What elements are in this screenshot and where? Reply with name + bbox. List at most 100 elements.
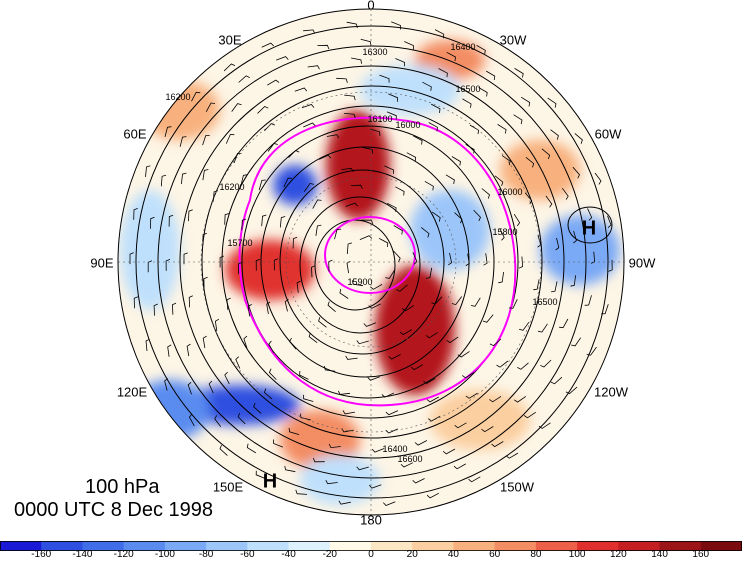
wind-barb: [476, 45, 486, 55]
wind-barb: [368, 484, 382, 489]
wind-barb: [294, 87, 308, 92]
wind-barb: [202, 335, 207, 349]
wind-barb: [517, 362, 529, 370]
wind-barb: [393, 250, 401, 262]
colorbar-tick-label: 80: [530, 549, 542, 560]
wind-barb: [351, 280, 364, 287]
valid-time-title: 0000 UTC 8 Dec 1998: [14, 499, 214, 521]
wind-barb: [164, 126, 172, 137]
wind-barb: [501, 155, 511, 166]
wind-barb: [538, 422, 551, 429]
wind-barb: [469, 124, 480, 135]
colorbar-swatch: [700, 541, 742, 551]
wind-barb: [231, 103, 242, 112]
wind-barb: [423, 378, 436, 384]
wind-barb: [341, 167, 354, 172]
wind-barb: [301, 104, 315, 109]
wind-barb: [325, 480, 338, 485]
wind-barb: [513, 114, 523, 125]
wind-barb: [181, 172, 187, 185]
wind-barb: [371, 448, 385, 453]
wind-barb: [312, 457, 325, 463]
wind-barb: [303, 122, 316, 128]
positive-anomaly-center-east: [375, 265, 455, 395]
colorbar-swatch: [206, 541, 248, 551]
wind-barb: [283, 177, 293, 188]
wind-barb: [160, 174, 167, 187]
wind-barb: [513, 396, 527, 403]
wind-barb: [240, 174, 248, 186]
wind-barb: [225, 134, 235, 144]
wind-barb: [426, 396, 439, 403]
wind-barb: [468, 476, 481, 483]
wind-barb: [212, 190, 219, 202]
wind-barb: [133, 208, 138, 220]
wind-barb: [268, 368, 277, 380]
colorbar-swatch: [123, 541, 166, 551]
wind-barb: [378, 237, 389, 248]
wind-barb: [413, 135, 423, 145]
wind-barb: [308, 332, 318, 344]
wind-barb: [386, 111, 397, 120]
wind-barb: [205, 102, 216, 112]
lon-label-150e: 150E: [212, 479, 244, 495]
wind-barb: [399, 329, 413, 336]
contour-label: 16400: [382, 444, 407, 454]
lon-label-0: 0: [367, 0, 375, 13]
wind-barb: [494, 175, 504, 187]
wind-barb: [379, 74, 390, 83]
wind-barb: [446, 336, 459, 344]
wind-barb: [266, 301, 271, 314]
wind-barb: [346, 21, 358, 29]
wind-barb: [202, 169, 209, 181]
wind-barb: [555, 237, 560, 251]
wind-barb: [451, 156, 461, 166]
positive-anomaly-se: [430, 390, 530, 450]
wind-barb: [573, 230, 577, 244]
wind-barb: [571, 337, 582, 347]
wind-barb: [387, 202, 397, 212]
wind-barb: [191, 91, 201, 102]
wind-barb: [414, 440, 428, 446]
wind-barb: [518, 256, 524, 269]
wind-barb: [356, 340, 369, 345]
wind-barb: [404, 41, 414, 50]
wind-barb: [540, 359, 552, 368]
colorbar-tick-label: -20: [322, 549, 337, 560]
wind-barb: [574, 133, 583, 144]
wind-barb: [188, 295, 193, 308]
wind-barb: [424, 180, 434, 191]
wind-barb: [412, 252, 418, 265]
wind-barb: [388, 354, 401, 360]
wind-barb: [328, 443, 341, 449]
wind-barb: [481, 426, 494, 433]
colorbar-swatch: [577, 541, 619, 551]
wind-barb: [344, 94, 356, 101]
wind-barb: [400, 462, 414, 468]
wind-barb: [324, 365, 336, 372]
contour-label: 16500: [532, 297, 557, 307]
wind-barb: [465, 144, 475, 154]
colorbar-swatch: [618, 541, 661, 551]
wind-barb: [541, 148, 551, 160]
wind-barb: [129, 252, 134, 265]
wind-barb: [296, 280, 301, 293]
colorbar-swatch: [0, 541, 42, 551]
wind-barb: [284, 465, 296, 473]
positive-anomaly-east: [500, 140, 580, 200]
wind-barb: [470, 297, 481, 307]
wind-barb: [317, 44, 330, 50]
colorbar-tick-label: 20: [406, 549, 418, 560]
colorbar-swatch: [247, 541, 290, 551]
wind-barb: [523, 411, 537, 419]
wind-barb: [241, 218, 247, 231]
colorbar-tick-label: -40: [281, 549, 296, 560]
colorbar-tick-label: -100: [154, 549, 175, 560]
wind-barb: [261, 42, 274, 48]
wind-barb: [431, 103, 441, 113]
wind-barb: [587, 208, 593, 221]
wind-barb: [497, 124, 507, 134]
wind-barb: [346, 242, 353, 255]
contour-label: 16100: [367, 114, 392, 124]
wind-barb: [489, 396, 502, 403]
